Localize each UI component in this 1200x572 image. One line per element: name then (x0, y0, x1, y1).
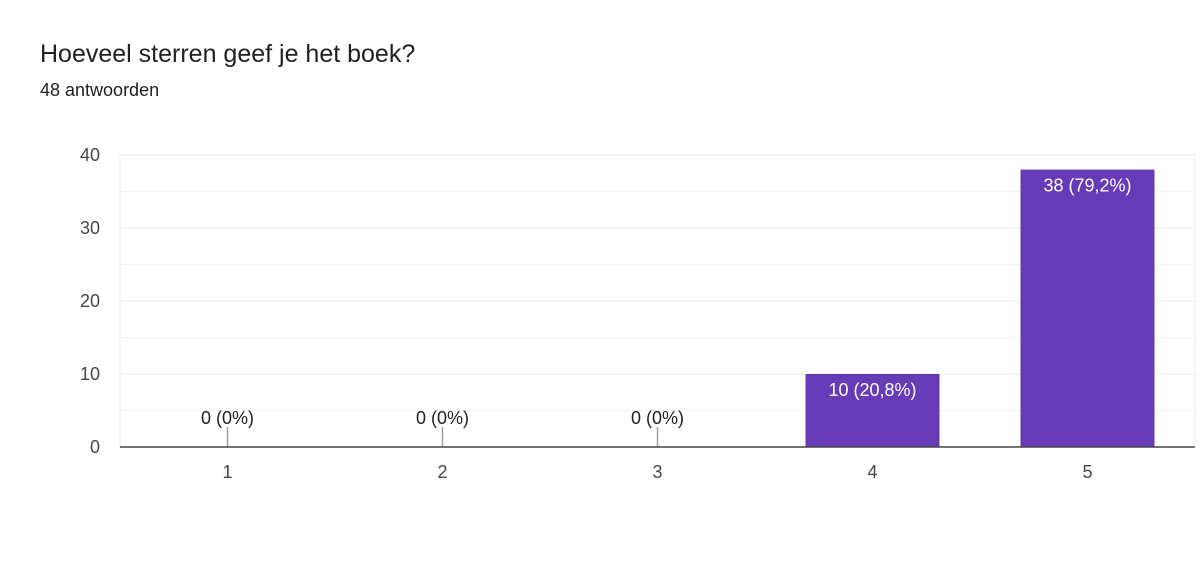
chart-title: Hoeveel sterren geef je het boek? (40, 40, 416, 68)
y-tick-label: 30 (80, 218, 100, 238)
data-label-1: 0 (0%) (201, 408, 254, 428)
x-tick-label: 5 (1082, 462, 1092, 482)
x-tick-label: 3 (652, 462, 662, 482)
bars (226, 169, 1155, 447)
y-tick-label: 0 (90, 437, 100, 457)
data-label-4: 10 (20,8%) (828, 380, 916, 400)
bar-4 (805, 374, 940, 447)
grid-lines (119, 154, 1196, 447)
bar-5 (1020, 169, 1155, 447)
y-tick-label: 20 (80, 291, 100, 311)
x-tick-label: 4 (867, 462, 877, 482)
data-labels: 0 (0%) 0 (0%) 0 (0%) 10 (20,8%) 38 (79,2%) (201, 176, 1132, 428)
y-axis-ticks: 0 10 20 30 40 (80, 145, 100, 457)
data-label-2: 0 (0%) (416, 408, 469, 428)
data-label-3: 0 (0%) (631, 408, 684, 428)
y-tick-label: 40 (80, 145, 100, 165)
response-count: 48 antwoorden (40, 80, 160, 100)
data-label-5: 38 (79,2%) (1043, 176, 1131, 196)
x-tick-label: 1 (222, 462, 232, 482)
x-axis-ticks: 1 2 3 4 5 (222, 462, 1092, 482)
x-tick-label: 2 (437, 462, 447, 482)
y-tick-label: 10 (80, 364, 100, 384)
